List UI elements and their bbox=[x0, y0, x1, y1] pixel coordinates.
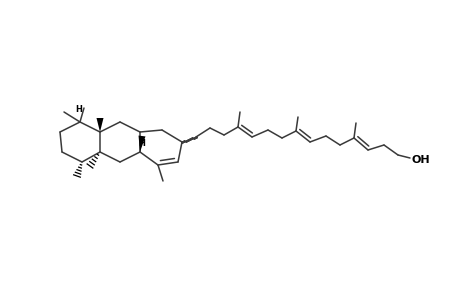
Text: H: H bbox=[75, 104, 82, 113]
Polygon shape bbox=[138, 136, 145, 152]
Text: H: H bbox=[138, 140, 145, 148]
Polygon shape bbox=[96, 118, 103, 132]
Text: OH: OH bbox=[411, 155, 430, 165]
